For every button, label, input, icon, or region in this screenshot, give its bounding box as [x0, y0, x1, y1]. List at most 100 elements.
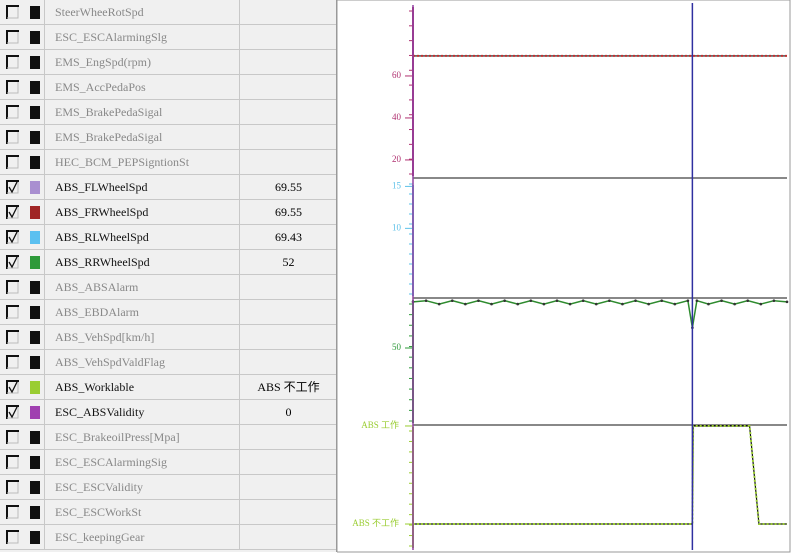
signal-name: ABS_ABSAlarm [44, 275, 240, 299]
color-swatch [30, 156, 40, 169]
checkbox[interactable] [6, 505, 19, 519]
signal-value [241, 275, 336, 299]
y-tick-label: 40 [392, 112, 402, 122]
signal-value: ABS 不工作 [257, 380, 320, 394]
signal-name: ABS_EBDAlarm [44, 300, 240, 324]
signal-name: ESC_BrakeoilPress[Mpa] [44, 425, 240, 449]
series-point [759, 302, 763, 306]
signal-value [241, 325, 336, 349]
series-point [516, 302, 520, 306]
signal-name: ABS_Worklable [44, 375, 240, 399]
checkbox[interactable] [6, 530, 19, 544]
signal-row: ESC_keepingGear [0, 525, 336, 550]
color-swatch [30, 381, 40, 394]
series-point [424, 299, 428, 303]
signal-value: 0 [285, 405, 292, 419]
signal-name: HEC_BCM_PEPSigntionSt [44, 150, 240, 174]
signal-row: SteerWheeRotSpd [0, 0, 336, 25]
signal-row: ESC_BrakeoilPress[Mpa] [0, 425, 336, 450]
signal-row: ABS_EBDAlarm [0, 300, 336, 325]
signal-value [241, 300, 336, 324]
checkbox[interactable] [6, 330, 19, 344]
checkbox[interactable] [6, 130, 19, 144]
color-swatch [30, 506, 40, 519]
checkbox[interactable] [6, 480, 19, 494]
signal-row: EMS_EngSpd(rpm) [0, 50, 336, 75]
checkbox[interactable] [6, 255, 19, 269]
checkbox[interactable] [6, 5, 19, 19]
plot: 20 40 60 10 15 50 ABS 工作 ABS 不工作 [337, 0, 791, 553]
signal-name: ESC_keepingGear [44, 525, 240, 549]
series-point [437, 302, 441, 306]
signal-value [241, 50, 336, 74]
series-point [647, 302, 650, 306]
color-swatch [30, 406, 40, 419]
signal-name: EMS_BrakePedaSigal [44, 100, 240, 124]
signal-name: EMS_EngSpd(rpm) [44, 50, 240, 74]
color-swatch [30, 481, 40, 494]
signal-row: HEC_BCM_PEPSigntionSt [0, 150, 336, 175]
y-tick-label: 20 [392, 154, 402, 164]
checkbox[interactable] [6, 405, 19, 419]
color-swatch [30, 281, 40, 294]
series-point [746, 299, 750, 303]
signal-value [241, 25, 336, 49]
y-tick-label: ABS 工作 [361, 419, 399, 430]
color-swatch [30, 31, 40, 44]
signal-value [241, 350, 336, 374]
series-point [477, 299, 480, 303]
color-swatch [30, 531, 40, 544]
checkbox[interactable] [6, 105, 19, 119]
signal-name: SteerWheeRotSpd [44, 0, 240, 24]
series-point [634, 299, 637, 303]
checkbox[interactable] [6, 155, 19, 169]
signal-name: ABS_RRWheelSpd [44, 250, 240, 274]
series-line [413, 424, 787, 526]
signal-value [241, 525, 336, 549]
signal-name: ESC_ESCValidity [44, 475, 240, 499]
series-point [608, 299, 611, 303]
checkbox[interactable] [6, 430, 19, 444]
color-swatch [30, 231, 40, 244]
signal-name: ABS_VehSpdValdFlag [44, 350, 240, 374]
signal-name: ESC_ESCAlarmingSlg [44, 25, 240, 49]
checkbox[interactable] [6, 180, 19, 194]
series-point [686, 299, 690, 303]
checkbox[interactable] [6, 305, 19, 319]
series-point [621, 302, 624, 306]
signal-value [241, 0, 336, 24]
checkbox[interactable] [6, 30, 19, 44]
signal-value: 69.43 [275, 230, 302, 244]
color-swatch [30, 256, 40, 269]
series-point [581, 299, 585, 303]
signal-row: ESC_ESCAlarmingSig [0, 450, 336, 475]
signal-row: ESC_ESCAlarmingSlg [0, 25, 336, 50]
signal-row: ABS_ABSAlarm [0, 275, 336, 300]
series-point [707, 302, 710, 306]
checkbox[interactable] [6, 80, 19, 94]
series-point [785, 300, 789, 304]
series-point [529, 299, 533, 303]
checkbox[interactable] [6, 230, 19, 244]
checkbox[interactable] [6, 380, 19, 394]
series-point [720, 299, 723, 303]
signal-row: EMS_BrakePedaSigal [0, 100, 336, 125]
y-tick-label: 15 [392, 180, 402, 190]
color-swatch [30, 431, 40, 444]
signal-name: ABS_RLWheelSpd [44, 225, 240, 249]
series-point [594, 302, 598, 306]
signal-value [241, 475, 336, 499]
series-point [542, 302, 546, 306]
checkbox[interactable] [6, 455, 19, 469]
checkbox[interactable] [6, 55, 19, 69]
color-swatch [30, 81, 40, 94]
signal-value: 69.55 [275, 205, 302, 219]
checkbox[interactable] [6, 355, 19, 369]
series-point [695, 299, 699, 303]
checkbox[interactable] [6, 280, 19, 294]
color-swatch [30, 6, 40, 19]
checkbox[interactable] [6, 205, 19, 219]
signal-value: 69.55 [275, 180, 302, 194]
series-point [673, 302, 677, 306]
